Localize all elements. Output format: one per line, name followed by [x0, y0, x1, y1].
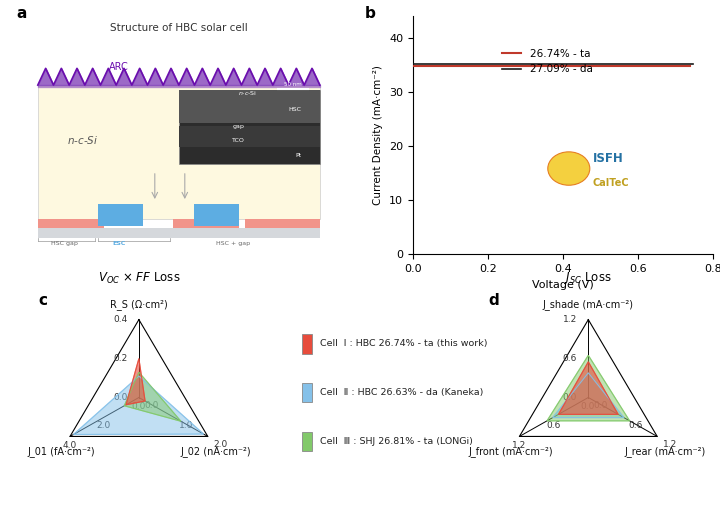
Text: Cell  Ⅲ : SHJ 26.81% - ta (LONGi): Cell Ⅲ : SHJ 26.81% - ta (LONGi) — [320, 437, 472, 446]
Text: 0.0: 0.0 — [580, 402, 595, 411]
Text: J_02 (nA·cm⁻²): J_02 (nA·cm⁻²) — [181, 446, 251, 457]
Text: Pt: Pt — [296, 153, 302, 157]
Text: CalTeC: CalTeC — [593, 178, 629, 188]
Text: $V_{OC}$ × $FF$ Loss: $V_{OC}$ × $FF$ Loss — [98, 271, 180, 286]
Bar — [179, 126, 320, 147]
Text: 0.0: 0.0 — [145, 401, 159, 410]
Text: 1.2: 1.2 — [512, 441, 526, 450]
Text: 0.2: 0.2 — [114, 354, 128, 363]
Text: 0.6: 0.6 — [546, 421, 560, 430]
Text: J_front (mA·cm⁻²): J_front (mA·cm⁻²) — [469, 446, 554, 457]
Bar — [37, 218, 104, 231]
Bar — [302, 334, 312, 354]
Text: J_01 (fA·cm⁻²): J_01 (fA·cm⁻²) — [28, 446, 96, 457]
Circle shape — [548, 152, 590, 185]
Text: ESC: ESC — [112, 241, 125, 246]
Text: 1.2: 1.2 — [662, 440, 677, 449]
Polygon shape — [559, 362, 618, 414]
Text: d: d — [488, 293, 499, 307]
Y-axis label: Current Density (mA·cm⁻²): Current Density (mA·cm⁻²) — [374, 65, 383, 205]
X-axis label: Voltage (V): Voltage (V) — [532, 280, 594, 290]
Text: ARC: ARC — [109, 62, 129, 72]
Text: R_S (Ω·cm²): R_S (Ω·cm²) — [110, 299, 168, 310]
Polygon shape — [125, 372, 181, 421]
Bar — [37, 85, 320, 218]
Text: Cell  Ⅰ : HBC 26.74% - ta (this work): Cell Ⅰ : HBC 26.74% - ta (this work) — [320, 339, 487, 348]
Polygon shape — [73, 376, 204, 435]
Text: Cell  Ⅱ : HBC 26.63% - da (Kaneka): Cell Ⅱ : HBC 26.63% - da (Kaneka) — [320, 388, 483, 397]
Text: HSC gap: HSC gap — [51, 241, 78, 246]
Text: HSC + gap: HSC + gap — [216, 241, 250, 246]
Text: c: c — [39, 293, 48, 307]
Bar — [173, 218, 239, 231]
Text: 0.4: 0.4 — [114, 315, 128, 324]
Text: $J_{SC}$ Loss: $J_{SC}$ Loss — [564, 270, 612, 286]
Bar — [98, 204, 143, 226]
Text: 0.6: 0.6 — [629, 421, 643, 430]
Bar — [37, 218, 91, 231]
Text: 50 nm: 50 nm — [284, 82, 302, 87]
Bar — [194, 204, 239, 226]
Text: 0.0: 0.0 — [594, 401, 608, 410]
Text: J_rear (mA·cm⁻²): J_rear (mA·cm⁻²) — [625, 446, 706, 457]
Legend: 26.74% - ta, 27.09% - da: 26.74% - ta, 27.09% - da — [498, 45, 597, 78]
Text: gap: gap — [233, 124, 245, 129]
Text: b: b — [365, 6, 376, 21]
Text: a: a — [17, 6, 27, 21]
Text: $n$-$c$-Si: $n$-$c$-Si — [67, 134, 99, 146]
Text: 2.0: 2.0 — [96, 421, 111, 430]
Text: TCO: TCO — [233, 138, 246, 143]
Text: J_shade (mA·cm⁻²): J_shade (mA·cm⁻²) — [543, 299, 634, 310]
Text: ISFH: ISFH — [593, 153, 624, 165]
Text: 0.6: 0.6 — [563, 354, 577, 363]
Text: Structure of HBC solar cell: Structure of HBC solar cell — [110, 23, 248, 33]
Polygon shape — [547, 355, 629, 421]
Text: 4.0: 4.0 — [62, 441, 76, 450]
Bar — [245, 218, 320, 231]
Text: 2.0: 2.0 — [213, 440, 228, 449]
Text: 1.0: 1.0 — [179, 421, 193, 430]
Text: 0.0: 0.0 — [131, 402, 145, 411]
Text: 0.0: 0.0 — [114, 393, 128, 402]
Polygon shape — [553, 373, 624, 418]
Bar — [179, 90, 320, 164]
Text: HSC: HSC — [289, 107, 302, 112]
Text: $n$-$c$-Si: $n$-$c$-Si — [238, 89, 257, 96]
Bar — [179, 90, 320, 123]
Text: 1.2: 1.2 — [563, 315, 577, 324]
Bar — [302, 431, 312, 451]
Bar — [37, 228, 320, 237]
Bar — [302, 383, 312, 402]
Polygon shape — [126, 359, 145, 405]
Text: 0.0: 0.0 — [563, 393, 577, 402]
